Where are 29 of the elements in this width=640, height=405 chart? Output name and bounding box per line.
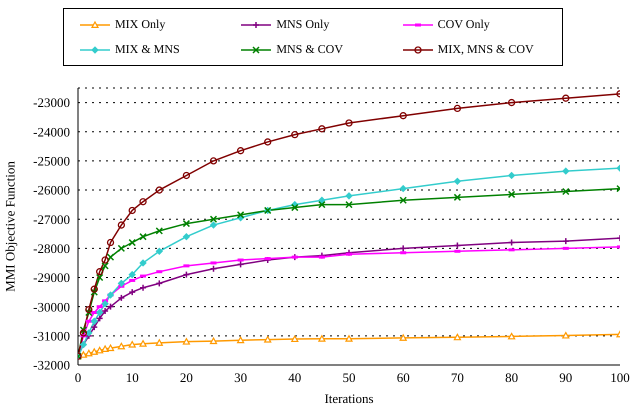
x-tick-label: 40 [288, 370, 302, 386]
legend-label: MNS Only [276, 17, 330, 32]
x-axis-title: Iterations [324, 391, 374, 405]
legend-label: MIX & MNS [115, 42, 180, 57]
x-tick-label: 20 [180, 370, 193, 386]
x-tick-label: 70 [450, 370, 464, 386]
y-tick-label: -23000 [33, 95, 70, 110]
y-axis-title: MMI Objective Function [2, 160, 18, 292]
y-tick-label: -29000 [33, 270, 70, 286]
x-tick-label: 80 [505, 370, 518, 386]
y-tick-label: -27000 [33, 212, 70, 227]
legend-label: MIX Only [115, 17, 166, 32]
y-tick-label: -30000 [33, 299, 70, 314]
y-tick-label: -31000 [33, 328, 70, 344]
legend-label: MNS & COV [276, 42, 344, 57]
x-tick-label: 0 [74, 370, 82, 386]
x-tick-label: 50 [342, 370, 356, 386]
legend-label: MIX, MNS & COV [438, 42, 534, 57]
y-tick-label: -25000 [33, 154, 70, 169]
y-tick-label: -26000 [33, 182, 70, 198]
x-tick-label: 30 [234, 370, 248, 386]
x-tick-label: 10 [126, 370, 139, 386]
y-tick-label: -32000 [33, 358, 70, 373]
legend-label: COV Only [438, 17, 490, 32]
y-tick-label: -24000 [33, 124, 70, 140]
x-tick-label: 90 [559, 370, 572, 386]
x-tick-label: 60 [396, 370, 410, 386]
y-tick-label: -28000 [33, 240, 70, 256]
x-tick-label: 100 [610, 370, 630, 386]
